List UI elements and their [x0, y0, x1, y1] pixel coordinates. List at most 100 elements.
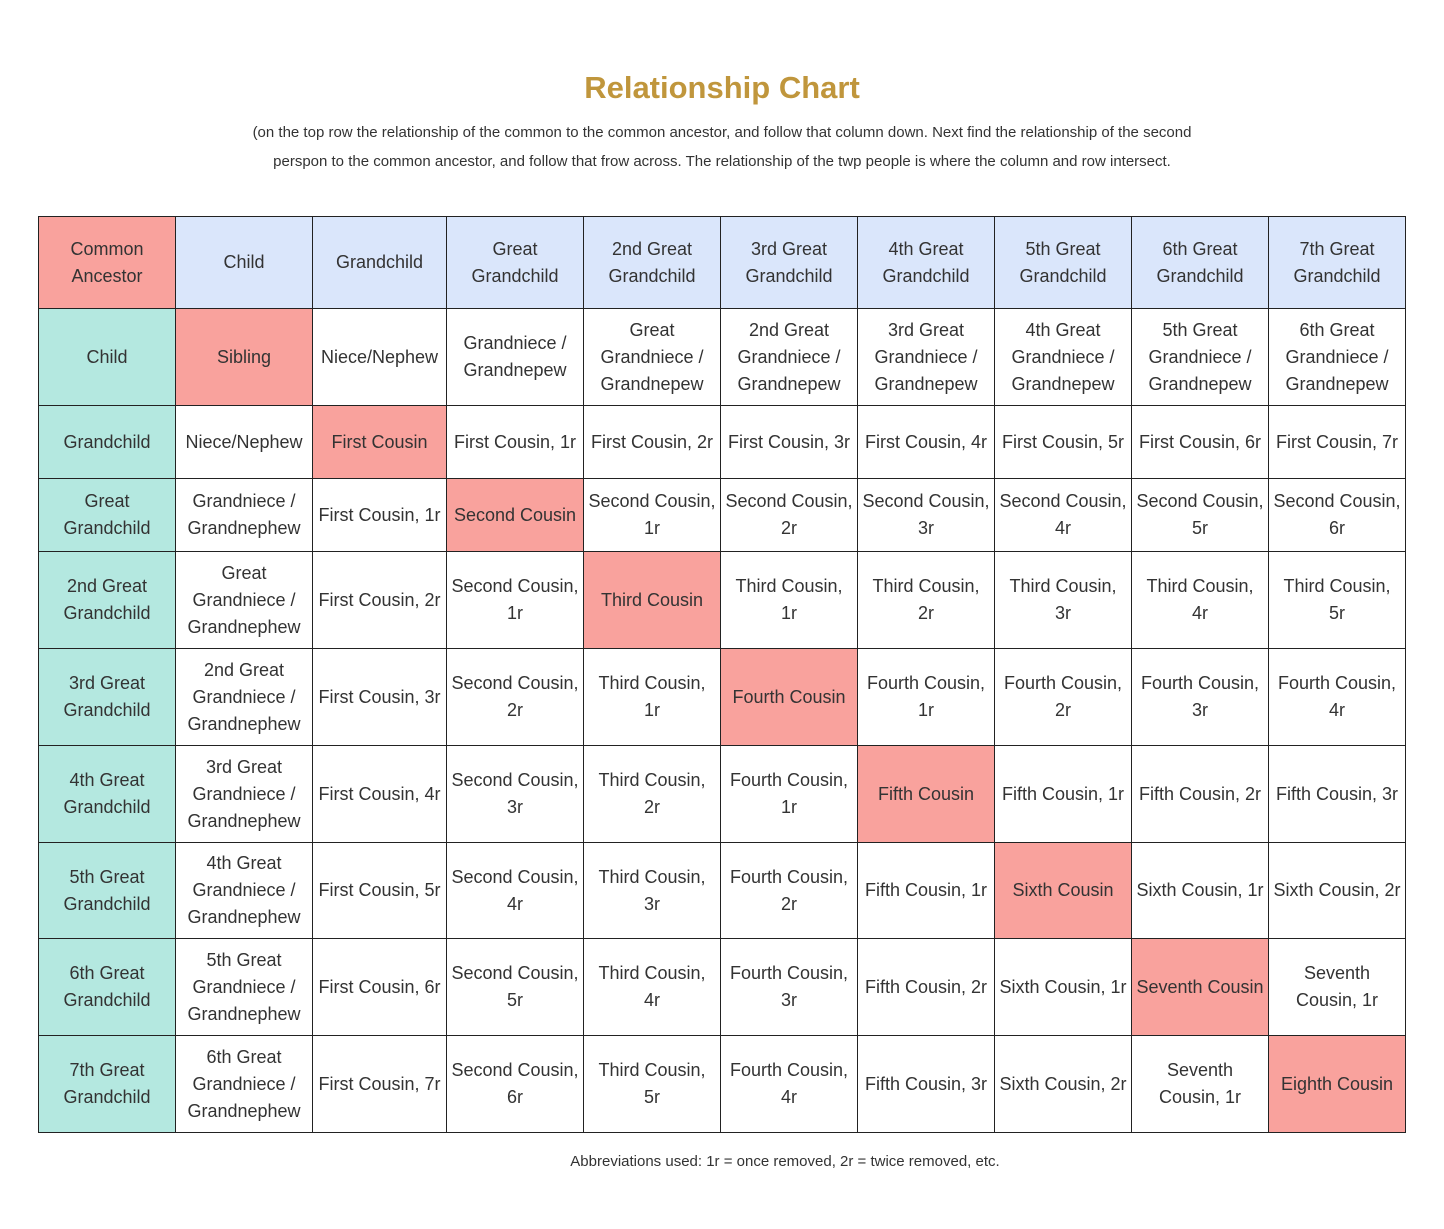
column-header: Great Grandchild	[446, 216, 584, 309]
column-header: 3rd Great Grandchild	[720, 216, 858, 309]
table-row: 4th Great Grandchild 3rd Great Grandniece…	[38, 745, 1406, 843]
same-generation-cell: Eighth Cousin	[1268, 1035, 1406, 1133]
row-header: 7th Great Grandchild	[38, 1035, 176, 1133]
relationship-cell: First Cousin, 4r	[312, 745, 447, 843]
row-header: 6th Great Grandchild	[38, 938, 176, 1036]
same-generation-cell: Third Cousin	[583, 551, 721, 649]
table-row: 5th Great Grandchild 4th Great Grandniece…	[38, 842, 1406, 939]
relationship-cell: 4th Great Grandniece / Grandnepew	[994, 308, 1132, 406]
column-header: 2nd Great Grandchild	[583, 216, 721, 309]
relationship-cell: Second Cousin, 4r	[446, 842, 584, 939]
same-generation-cell: Fifth Cousin	[857, 745, 995, 843]
relationship-cell: Fourth Cousin, 3r	[1131, 648, 1269, 746]
relationship-cell: Second Cousin, 2r	[720, 478, 858, 552]
relationship-cell: 6th Great Grandniece / Grandnepew	[1268, 308, 1406, 406]
row-header: 2nd Great Grandchild	[38, 551, 176, 649]
relationship-cell: First Cousin, 7r	[312, 1035, 447, 1133]
same-generation-cell: Sixth Cousin	[994, 842, 1132, 939]
relationship-cell: Niece/Nephew	[312, 308, 447, 406]
relationship-cell: Third Cousin, 4r	[1131, 551, 1269, 649]
relationship-cell: First Cousin, 4r	[857, 405, 995, 479]
relationship-cell: First Cousin, 3r	[720, 405, 858, 479]
header-row: Common Ancestor Child Grandchild Great Gran…	[38, 216, 1406, 309]
relationship-cell: Sixth Cousin, 2r	[994, 1035, 1132, 1133]
relationship-cell: Third Cousin, 1r	[720, 551, 858, 649]
relationship-cell: Fifth Cousin, 2r	[1131, 745, 1269, 843]
table-row: 6th Great Grandchild 5th Great Grandniece…	[38, 938, 1406, 1036]
relationship-cell: Fourth Cousin, 2r	[994, 648, 1132, 746]
relationship-cell: Fifth Cousin, 3r	[857, 1035, 995, 1133]
relationship-cell: Grandniece / Grandnephew	[175, 478, 313, 552]
relationship-cell: First Cousin, 3r	[312, 648, 447, 746]
row-header: 5th Great Grandchild	[38, 842, 176, 939]
relationship-cell: 5th Great Grandniece / Grandnephew	[175, 938, 313, 1036]
relationship-cell: First Cousin, 5r	[312, 842, 447, 939]
relationship-cell: Third Cousin, 3r	[994, 551, 1132, 649]
column-header: Child	[175, 216, 313, 309]
relationship-cell: Second Cousin, 6r	[1268, 478, 1406, 552]
relationship-cell: Fifth Cousin, 1r	[857, 842, 995, 939]
relationship-cell: Fourth Cousin, 4r	[1268, 648, 1406, 746]
relationship-cell: Great Grandniece / Grandnepew	[583, 308, 721, 406]
column-header: 5th Great Grandchild	[994, 216, 1132, 309]
relationship-cell: Second Cousin, 1r	[446, 551, 584, 649]
column-header: 4th Great Grandchild	[857, 216, 995, 309]
column-header: 7th Great Grandchild	[1268, 216, 1406, 309]
relationship-cell: Third Cousin, 5r	[583, 1035, 721, 1133]
relationship-cell: Fourth Cousin, 1r	[720, 745, 858, 843]
table-row: Grandchild Niece/Nephew First Cousin First …	[38, 405, 1406, 479]
relationship-cell: Fifth Cousin, 2r	[857, 938, 995, 1036]
column-header: 6th Great Grandchild	[1131, 216, 1269, 309]
relationship-cell: Fourth Cousin, 3r	[720, 938, 858, 1036]
relationship-cell: 6th Great Grandniece / Grandnephew	[175, 1035, 313, 1133]
relationship-cell: Third Cousin, 2r	[583, 745, 721, 843]
relationship-cell: First Cousin, 6r	[1131, 405, 1269, 479]
relationship-cell: First Cousin, 2r	[583, 405, 721, 479]
relationship-cell: Third Cousin, 4r	[583, 938, 721, 1036]
table-row: 7th Great Grandchild 6th Great Grandniece…	[38, 1035, 1406, 1133]
relationship-cell: Fourth Cousin, 4r	[720, 1035, 858, 1133]
relationship-cell: Second Cousin, 5r	[446, 938, 584, 1036]
relationship-cell: Fourth Cousin, 2r	[720, 842, 858, 939]
relationship-cell: 4th Great Grandniece / Grandnephew	[175, 842, 313, 939]
relationship-cell: Sixth Cousin, 2r	[1268, 842, 1406, 939]
relationship-cell: Niece/Nephew	[175, 405, 313, 479]
same-generation-cell: First Cousin	[312, 405, 447, 479]
relationship-cell: Fourth Cousin, 1r	[857, 648, 995, 746]
row-header: Great Grandchild	[38, 478, 176, 552]
relationship-cell: Seventh Cousin, 1r	[1268, 938, 1406, 1036]
row-header: Grandchild	[38, 405, 176, 479]
relationship-cell: First Cousin, 2r	[312, 551, 447, 649]
row-header: Child	[38, 308, 176, 406]
relationship-cell: 3rd Great Grandniece / Grandnepew	[857, 308, 995, 406]
relationship-cell: 2nd Great Grandniece / Grandnepew	[720, 308, 858, 406]
relationship-cell: Second Cousin, 1r	[583, 478, 721, 552]
relationship-cell: Second Cousin, 5r	[1131, 478, 1269, 552]
table-row: 2nd Great Grandchild Great Grandniece / G…	[38, 551, 1406, 649]
relationship-cell: Seventh Cousin, 1r	[1131, 1035, 1269, 1133]
relationship-cell: Third Cousin, 1r	[583, 648, 721, 746]
relationship-cell: Second Cousin, 3r	[446, 745, 584, 843]
column-header: Grandchild	[312, 216, 447, 309]
relationship-cell: Second Cousin, 2r	[446, 648, 584, 746]
relationship-cell: Third Cousin, 5r	[1268, 551, 1406, 649]
row-header: 3rd Great Grandchild	[38, 648, 176, 746]
row-header: 4th Great Grandchild	[38, 745, 176, 843]
relationship-cell: 3rd Great Grandniece / Grandnephew	[175, 745, 313, 843]
relationship-cell: Third Cousin, 2r	[857, 551, 995, 649]
relationship-cell: Fifth Cousin, 1r	[994, 745, 1132, 843]
page-title: Relationship Chart	[584, 70, 860, 105]
table-row: Great Grandchild Grandniece / Grandnephew…	[38, 478, 1406, 552]
relationship-cell: 2nd Great Grandniece / Grandnephew	[175, 648, 313, 746]
instructions-text: (on the top row the relationship of the …	[252, 124, 1192, 170]
same-generation-cell: Seventh Cousin	[1131, 938, 1269, 1036]
relationship-cell: Great Grandniece / Grandnephew	[175, 551, 313, 649]
relationship-cell: Third Cousin, 3r	[583, 842, 721, 939]
relationship-cell: 5th Great Grandniece / Grandnepew	[1131, 308, 1269, 406]
corner-header: Common Ancestor	[38, 216, 176, 309]
same-generation-cell: Second Cousin	[446, 478, 584, 552]
relationship-table: Common Ancestor Child Grandchild Great Gran…	[38, 216, 1406, 1133]
same-generation-cell: Fourth Cousin	[720, 648, 858, 746]
relationship-cell: Second Cousin, 4r	[994, 478, 1132, 552]
relationship-cell: Second Cousin, 3r	[857, 478, 995, 552]
